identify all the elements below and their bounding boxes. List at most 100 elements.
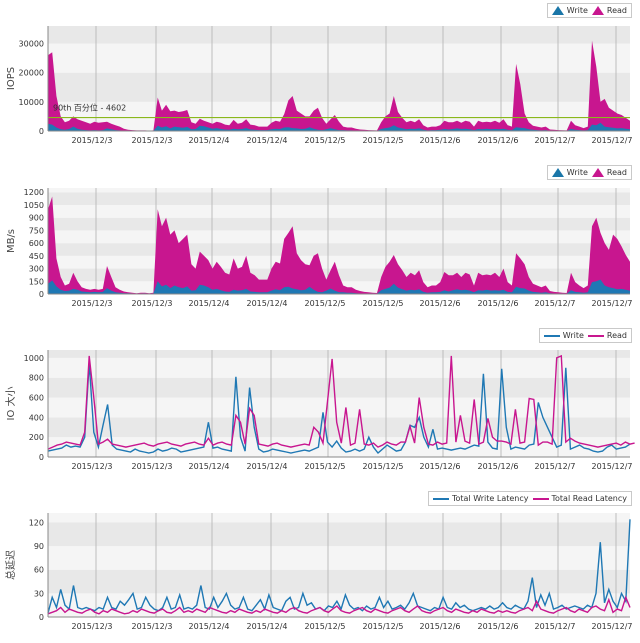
x-tick-label: 2015/12/5	[304, 622, 345, 631]
y-tick-label: 200	[29, 433, 44, 442]
grid-band	[48, 417, 630, 438]
write-line	[47, 519, 631, 614]
read-line-icon	[587, 334, 604, 337]
read-latency-line-icon	[532, 497, 549, 500]
y-tick-label: 0	[39, 613, 44, 622]
x-tick-label: 2015/12/6	[477, 136, 518, 145]
x-tick-label: 2015/12/5	[362, 622, 403, 631]
y-axis-label: 总延迟	[4, 550, 17, 580]
legend-item-write[interactable]: Write	[543, 331, 584, 340]
read-line	[47, 595, 631, 615]
y-tick-label: 900	[29, 214, 44, 223]
legend-item-write[interactable]: Write	[551, 168, 588, 177]
write-area	[48, 279, 630, 294]
y-tick-label: 750	[29, 226, 44, 235]
grid-band	[48, 546, 630, 570]
x-tick-label: 2015/12/3	[71, 136, 112, 145]
y-tick-label: 10000	[19, 98, 44, 107]
x-tick-label: 2015/12/7	[591, 622, 632, 631]
x-tick-label: 2015/12/3	[131, 299, 172, 308]
legend-item-read[interactable]: Read	[591, 6, 627, 15]
mbps-chart: 0 150 300 450 600 750 900 1050 1200 2015/12/3 2015…	[6, 188, 633, 308]
y-tick-label: 0	[39, 127, 44, 136]
y-tick-label: 300	[29, 265, 44, 274]
x-tick-label: 2015/12/4	[188, 299, 229, 308]
y-axis-label: IOPS	[6, 67, 17, 90]
latency-panel: Total Write Latency Total Read Latency 0…	[0, 486, 640, 639]
grid-band	[48, 188, 630, 193]
x-tick-label: 2015/12/4	[188, 622, 229, 631]
x-tick-label: 2015/12/6	[477, 462, 518, 471]
x-tick-label: 2015/12/4	[246, 622, 287, 631]
write-line-icon	[543, 334, 560, 337]
x-tick-label: 2015/12/7	[534, 622, 575, 631]
x-tick-label: 2015/12/3	[131, 462, 172, 471]
x-tick-label: 2015/12/4	[246, 299, 287, 308]
grid-band	[48, 437, 630, 457]
y-tick-label: 30000	[19, 40, 44, 49]
latency-legend: Total Write Latency Total Read Latency	[427, 491, 632, 506]
legend-item-write[interactable]: Write	[551, 6, 588, 15]
x-tick-label: 2015/12/5	[362, 136, 403, 145]
x-tick-label: 2015/12/3	[71, 299, 112, 308]
y-axis-label: MB/s	[6, 229, 17, 253]
grid-band	[48, 397, 630, 418]
x-tick-label: 2015/12/7	[534, 136, 575, 145]
read-area	[48, 196, 630, 294]
iosize-chart: 0 200 400 600 800 1000 2015/12/3 2015/12/3 2015/…	[4, 350, 635, 471]
x-tick-label: 2015/12/7	[591, 462, 632, 471]
x-tick-label: 2015/12/4	[246, 136, 287, 145]
x-tick-label: 2015/12/6	[477, 622, 518, 631]
write-line	[47, 362, 631, 455]
legend-item-read[interactable]: Read	[591, 168, 627, 177]
grid-band	[48, 569, 630, 594]
y-tick-label: 0	[39, 453, 44, 462]
legend-item-read[interactable]: Read	[587, 331, 627, 340]
iosize-legend: Write Read	[538, 328, 632, 343]
x-tick-label: 2015/12/5	[304, 136, 345, 145]
read-swatch-icon	[591, 6, 604, 15]
grid-band	[48, 217, 630, 231]
legend-item-total-write-latency[interactable]: Total Write Latency	[432, 494, 529, 503]
x-tick-label: 2015/12/6	[477, 299, 518, 308]
x-tick-label: 2015/12/4	[188, 136, 229, 145]
read-swatch-icon	[591, 168, 604, 177]
x-tick-label: 2015/12/3	[71, 622, 112, 631]
y-tick-label: 20000	[19, 69, 44, 78]
x-tick-label: 2015/12/5	[362, 299, 403, 308]
y-tick-label: 30	[34, 589, 44, 598]
x-tick-label: 2015/12/6	[419, 299, 460, 308]
x-tick-label: 2015/12/7	[534, 299, 575, 308]
x-tick-label: 2015/12/5	[304, 462, 345, 471]
grid-band	[48, 230, 630, 244]
grid-band	[48, 243, 630, 256]
grid-band	[48, 204, 630, 218]
grid-band	[48, 377, 630, 398]
x-tick-label: 2015/12/3	[131, 622, 172, 631]
x-tick-label: 2015/12/5	[362, 462, 403, 471]
iops-chart: 90th 百分位 - 4602 0 10000 20000 30000 2015/12/3…	[6, 26, 633, 145]
y-tick-label: 600	[29, 394, 44, 403]
read-area	[48, 40, 630, 131]
x-tick-label: 2015/12/7	[534, 462, 575, 471]
x-tick-label: 2015/12/7	[591, 299, 632, 308]
y-tick-label: 120	[29, 518, 44, 527]
threshold-label: 90th 百分位 - 4602	[53, 103, 126, 113]
legend-item-total-read-latency[interactable]: Total Read Latency	[532, 494, 627, 503]
write-swatch-icon	[551, 168, 564, 177]
grid-band	[48, 255, 630, 269]
y-tick-label: 90	[34, 542, 44, 551]
iops-legend: Write Read	[546, 3, 632, 18]
y-tick-label: 450	[29, 252, 44, 261]
write-latency-line-icon	[432, 497, 449, 500]
y-tick-label: 1050	[24, 201, 44, 210]
iosize-panel: Write Read 0 200 400 600 800 1000 2015/12/3 201…	[0, 324, 640, 480]
y-tick-label: 0	[39, 290, 44, 299]
read-line	[47, 354, 635, 450]
mbps-panel: Write Read 0 150 300 450 600 750 900 1050 1200 20…	[0, 162, 640, 318]
grid-band	[48, 192, 630, 205]
grid-band	[48, 357, 630, 378]
y-tick-label: 400	[29, 413, 44, 422]
x-tick-label: 2015/12/3	[71, 462, 112, 471]
y-tick-label: 60	[34, 566, 44, 575]
